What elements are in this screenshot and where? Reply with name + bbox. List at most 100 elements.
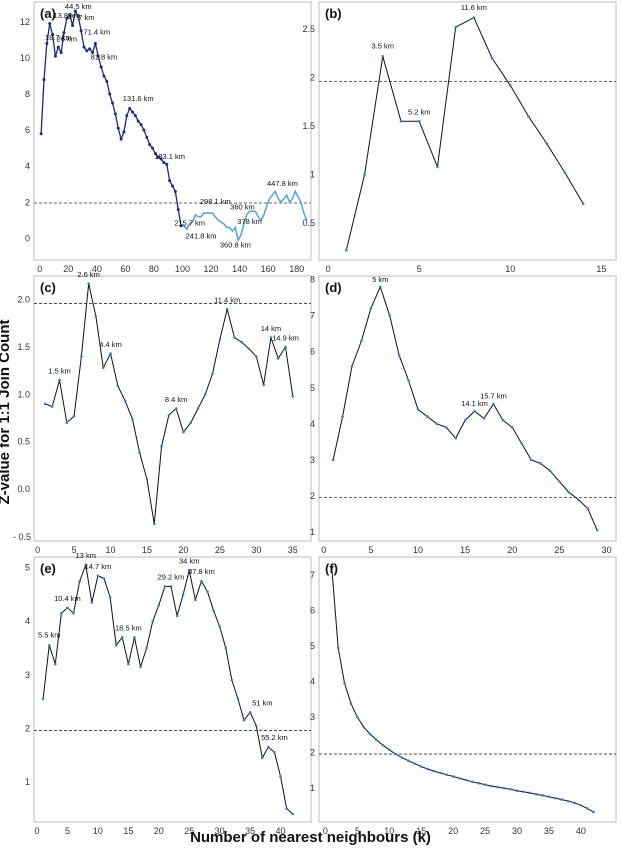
data-point bbox=[458, 776, 461, 780]
x-tick-label: 10 bbox=[413, 545, 423, 555]
data-point bbox=[156, 155, 160, 159]
data-point bbox=[50, 405, 54, 408]
y-tick-label: 1 bbox=[310, 170, 315, 180]
data-point bbox=[356, 715, 359, 719]
x-tick-label: 35 bbox=[544, 826, 554, 836]
x-tick-label: 0 bbox=[35, 826, 40, 836]
data-point bbox=[51, 32, 55, 36]
point-annotation: 298.1 km bbox=[200, 197, 231, 206]
x-tick-label: 25 bbox=[480, 826, 490, 836]
data-point bbox=[174, 407, 178, 410]
data-point bbox=[133, 114, 137, 118]
data-point bbox=[173, 189, 177, 193]
point-annotation: 241.8 km bbox=[186, 231, 217, 240]
point-annotation: 15.7 km bbox=[480, 392, 507, 401]
data-point bbox=[111, 101, 115, 105]
y-tick-label: 3 bbox=[25, 670, 30, 680]
data-point bbox=[581, 202, 585, 206]
panel-c: 0 5 10 15 20 25 30 350.00.51.01.52.0- 0.51.5 km… bbox=[13, 270, 312, 555]
data-point bbox=[145, 135, 149, 139]
data-point bbox=[260, 756, 264, 760]
y-tick-label: 2 bbox=[310, 73, 315, 83]
data-point bbox=[194, 598, 197, 602]
data-point bbox=[483, 783, 487, 786]
x-tick-label: 40 bbox=[576, 826, 586, 836]
data-point bbox=[212, 609, 215, 612]
data-point bbox=[363, 173, 366, 176]
data-point bbox=[563, 171, 567, 175]
data-point bbox=[451, 775, 455, 778]
data-point bbox=[116, 384, 120, 388]
x-tick-label: 5 bbox=[72, 545, 77, 555]
x-axis-title: Number of nearest neighbours (k) bbox=[190, 829, 431, 846]
data-point bbox=[445, 773, 449, 776]
data-point bbox=[53, 54, 57, 58]
y-tick-label: 5 bbox=[310, 641, 315, 651]
data-point bbox=[375, 738, 378, 742]
data-point bbox=[388, 314, 392, 317]
data-point bbox=[432, 769, 436, 773]
series-line bbox=[345, 16, 584, 251]
point-annotation: 11.4 km bbox=[214, 296, 240, 305]
x-tick-label: 140 bbox=[232, 264, 247, 274]
data-point bbox=[399, 120, 403, 123]
data-point bbox=[91, 51, 95, 55]
point-annotation: 2.6 km bbox=[77, 270, 100, 279]
panel-label: (a) bbox=[40, 6, 56, 21]
y-tick-label: 0 bbox=[25, 233, 30, 243]
data-point bbox=[501, 418, 505, 422]
data-point bbox=[88, 47, 92, 51]
data-point bbox=[350, 364, 354, 368]
data-point bbox=[153, 152, 157, 156]
y-tick-label: 2 bbox=[310, 491, 315, 501]
data-point bbox=[224, 646, 228, 650]
data-point bbox=[248, 710, 252, 714]
x-tick-label: 120 bbox=[204, 264, 219, 274]
data-point bbox=[45, 41, 49, 45]
data-point bbox=[187, 569, 191, 572]
data-point bbox=[127, 662, 130, 666]
data-point bbox=[349, 702, 353, 705]
panel-label: (f) bbox=[325, 561, 338, 576]
data-point bbox=[330, 566, 334, 569]
point-annotation: 81.8 km bbox=[91, 53, 118, 62]
point-annotation: 14.9 km bbox=[272, 333, 299, 342]
x-tick-label: 15 bbox=[596, 264, 606, 274]
y-tick-label: 1.0 bbox=[17, 389, 30, 399]
x-tick-label: 0 bbox=[323, 826, 328, 836]
data-point bbox=[125, 114, 129, 118]
data-point bbox=[454, 25, 457, 29]
data-point bbox=[131, 110, 135, 114]
data-point bbox=[105, 79, 109, 83]
y-tick-label: 0.0 bbox=[17, 484, 30, 494]
data-point bbox=[426, 415, 429, 418]
data-point bbox=[554, 796, 557, 800]
data-point bbox=[394, 752, 397, 756]
data-point bbox=[136, 119, 140, 123]
x-tick-label: 20 bbox=[154, 826, 164, 836]
data-point bbox=[211, 372, 214, 375]
data-point bbox=[579, 803, 583, 807]
data-point bbox=[42, 78, 46, 82]
data-point bbox=[369, 307, 373, 310]
x-tick-label: 180 bbox=[289, 264, 304, 274]
series-line-tail bbox=[181, 189, 308, 243]
x-tick-label: 15 bbox=[460, 545, 470, 555]
data-point bbox=[108, 595, 112, 599]
data-point bbox=[345, 249, 348, 252]
data-point bbox=[560, 798, 564, 801]
data-point bbox=[463, 418, 467, 422]
data-point bbox=[204, 393, 207, 396]
data-point bbox=[269, 336, 273, 339]
panel-b: 0 5 10 15 0.5 1 1.5 2 2.5 3.5 km 5.2 km 11.6 km (b) bbox=[302, 1, 617, 274]
point-annotation: 3.5 km bbox=[372, 42, 395, 51]
data-point bbox=[72, 414, 76, 418]
x-tick-label: 100 bbox=[175, 264, 190, 274]
data-point bbox=[247, 347, 251, 351]
data-point bbox=[545, 142, 549, 145]
x-tick-label: 0 bbox=[321, 545, 326, 555]
data-point bbox=[291, 394, 295, 398]
data-point bbox=[108, 92, 112, 96]
data-point bbox=[534, 792, 538, 796]
